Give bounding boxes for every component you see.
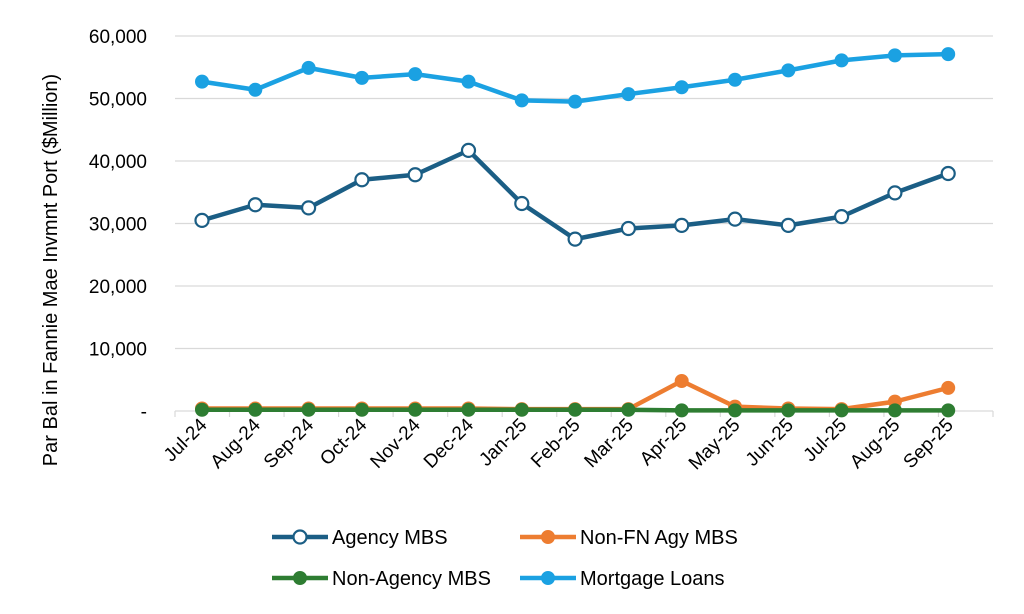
x-tick-label: Jun-25 (742, 415, 798, 471)
series-layer (194, 47, 956, 418)
point-mortgage-loans (568, 94, 583, 109)
y-tick-label: - (141, 402, 147, 423)
legend-label: Non-FN Agy MBS (580, 527, 738, 549)
x-tick-label: Mar-25 (581, 415, 638, 472)
x-tick-label: Feb-25 (527, 415, 584, 472)
point-non-agency-mbs (248, 402, 263, 417)
legend-swatch-marker (541, 530, 555, 544)
x-tick-label: Aug-25 (846, 415, 904, 473)
legend-label: Non-Agency MBS (332, 568, 491, 590)
point-mortgage-loans (887, 48, 902, 63)
series-mortgage-loans (195, 47, 956, 109)
y-axis-label: Par Bal in Fannie Mae Invmnt Port ($Mill… (40, 74, 62, 466)
x-axis: Jul-24Aug-24Sep-24Oct-24Nov-24Dec-24Jan-… (160, 410, 994, 475)
point-mortgage-loans (461, 74, 476, 89)
point-mortgage-loans (674, 80, 689, 95)
legend-item-mortgage-loans: Mortgage Loans (520, 568, 725, 590)
point-agency-mbs (940, 165, 956, 182)
legend-item-non-fn-agy-mbs: Non-FN Agy MBS (520, 527, 738, 549)
point-agency-mbs (407, 167, 423, 183)
point-mortgage-loans (354, 70, 369, 85)
point-agency-mbs (460, 142, 477, 158)
y-tick-label: 40,000 (89, 152, 147, 173)
point-agency-mbs (887, 185, 903, 201)
point-agency-mbs (567, 231, 583, 247)
series-agency-mbs (194, 142, 956, 247)
x-tick-label: Sep-25 (900, 415, 958, 473)
legend-label: Mortgage Loans (580, 568, 725, 590)
point-non-agency-mbs (834, 403, 849, 418)
y-tick-label: 30,000 (89, 215, 147, 236)
point-non-agency-mbs (568, 402, 583, 417)
point-non-agency-mbs (941, 403, 956, 418)
point-non-agency-mbs (728, 403, 742, 418)
y-tick-label: 50,000 (89, 90, 147, 111)
x-tick-label: Nov-24 (367, 414, 425, 472)
point-non-agency-mbs (354, 402, 369, 417)
legend-item-agency-mbs: Agency MBS (272, 527, 448, 549)
x-tick-label: Oct-24 (316, 414, 371, 469)
legend-item-non-agency-mbs: Non-Agency MBS (272, 568, 491, 590)
x-tick-label: Jul-24 (160, 414, 212, 466)
point-agency-mbs (833, 209, 850, 225)
point-agency-mbs (514, 195, 530, 212)
point-mortgage-loans (514, 93, 529, 108)
point-mortgage-loans (728, 72, 742, 87)
point-agency-mbs (674, 217, 690, 233)
x-tick-label: Sep-24 (260, 414, 318, 472)
point-non-agency-mbs (461, 402, 476, 417)
point-non-agency-mbs (674, 403, 689, 418)
point-mortgage-loans (941, 47, 956, 62)
x-tick-label: Jul-25 (800, 415, 851, 466)
point-mortgage-loans (195, 74, 209, 89)
x-tick-label: Dec-24 (420, 414, 478, 472)
x-tick-label: Jan-25 (475, 415, 531, 471)
y-tick-label: 10,000 (89, 340, 147, 361)
y-tick-label: 60,000 (89, 27, 147, 48)
point-agency-mbs (780, 217, 796, 233)
legend: Agency MBS Non-FN Agy MBS Non-Agency MBS Mo… (272, 527, 738, 590)
point-non-agency-mbs (514, 402, 529, 417)
point-agency-mbs (301, 200, 317, 216)
point-non-agency-mbs (408, 402, 423, 417)
point-non-agency-mbs (301, 402, 316, 417)
point-non-agency-mbs (195, 402, 209, 417)
point-non-agency-mbs (621, 402, 636, 417)
legend-swatch-marker (293, 571, 307, 585)
legend-swatch-marker (541, 571, 555, 585)
y-axis-ticks: - 10,000 20,000 30,000 40,000 50,000 60,000 (89, 27, 147, 423)
x-tick-label: May-25 (685, 415, 745, 475)
x-tick-label: Aug-24 (207, 414, 265, 472)
series-non-agency-mbs (195, 402, 956, 418)
y-tick-label: 20,000 (89, 277, 147, 298)
point-mortgage-loans (621, 87, 636, 102)
series-line-agency-mbs (199, 148, 951, 242)
point-agency-mbs (727, 211, 743, 227)
point-mortgage-loans (301, 60, 316, 75)
point-non-fn-agy-mbs (941, 380, 956, 395)
point-agency-mbs (194, 212, 210, 228)
point-non-agency-mbs (887, 403, 902, 418)
legend-label: Agency MBS (332, 527, 448, 549)
point-mortgage-loans (834, 53, 849, 68)
point-non-fn-agy-mbs (674, 374, 689, 388)
point-agency-mbs (247, 197, 263, 213)
point-agency-mbs (620, 220, 637, 237)
point-mortgage-loans (781, 63, 796, 78)
x-tick-label: Apr-25 (636, 415, 691, 470)
point-agency-mbs (354, 172, 370, 188)
point-non-agency-mbs (781, 403, 796, 418)
point-mortgage-loans (408, 67, 423, 82)
legend-swatch-marker (292, 529, 308, 545)
point-mortgage-loans (248, 82, 263, 97)
gridlines (175, 35, 993, 350)
